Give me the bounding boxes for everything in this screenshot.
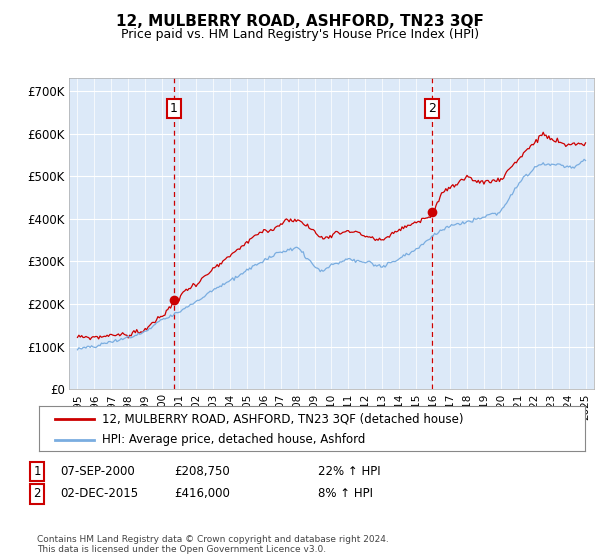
Text: 02-DEC-2015: 02-DEC-2015: [60, 487, 138, 501]
Text: 2: 2: [34, 487, 41, 501]
Text: Price paid vs. HM Land Registry's House Price Index (HPI): Price paid vs. HM Land Registry's House …: [121, 28, 479, 41]
Text: 1: 1: [170, 102, 178, 115]
Text: 12, MULBERRY ROAD, ASHFORD, TN23 3QF (detached house): 12, MULBERRY ROAD, ASHFORD, TN23 3QF (de…: [102, 412, 463, 425]
Text: Contains HM Land Registry data © Crown copyright and database right 2024.
This d: Contains HM Land Registry data © Crown c…: [37, 535, 389, 554]
Text: HPI: Average price, detached house, Ashford: HPI: Average price, detached house, Ashf…: [102, 433, 365, 446]
Text: 12, MULBERRY ROAD, ASHFORD, TN23 3QF: 12, MULBERRY ROAD, ASHFORD, TN23 3QF: [116, 14, 484, 29]
Text: 8% ↑ HPI: 8% ↑ HPI: [318, 487, 373, 501]
Text: 1: 1: [34, 465, 41, 478]
Text: £208,750: £208,750: [174, 465, 230, 478]
Text: 2: 2: [428, 102, 436, 115]
Text: £416,000: £416,000: [174, 487, 230, 501]
Text: 22% ↑ HPI: 22% ↑ HPI: [318, 465, 380, 478]
Text: 07-SEP-2000: 07-SEP-2000: [60, 465, 135, 478]
